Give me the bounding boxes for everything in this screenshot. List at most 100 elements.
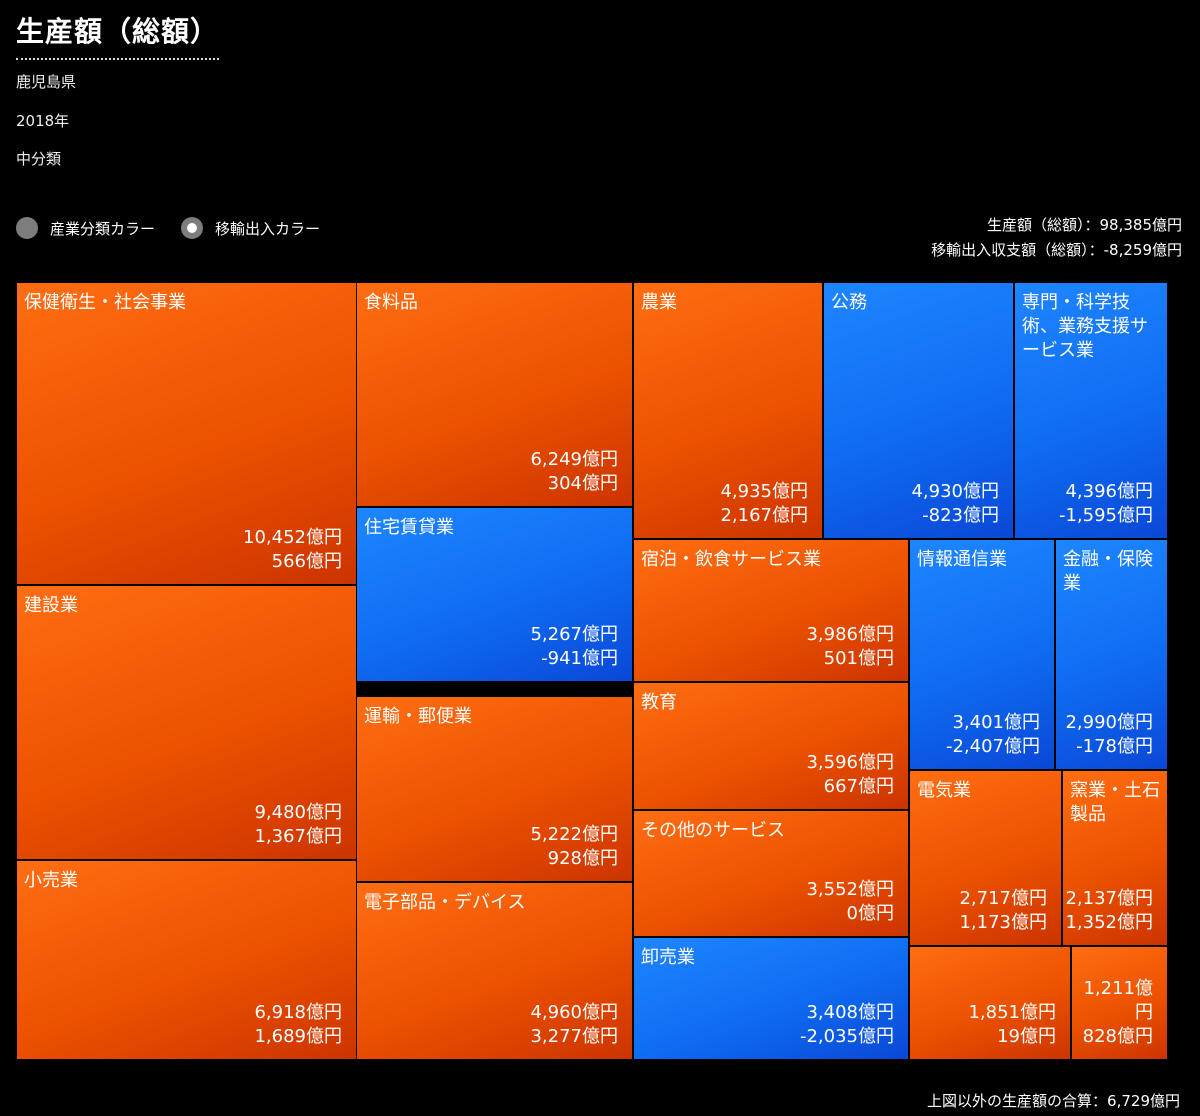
tile-production-value: 10,452億円 — [243, 527, 342, 548]
tile-values: 4,960億円 3,277億円 — [530, 1001, 618, 1049]
tile-values: 9,480億円 1,367億円 — [254, 801, 342, 849]
industry-color-label: 産業分類カラー — [50, 219, 156, 238]
treemap-tile[interactable]: 農業 4,935億円 2,167億円 — [633, 282, 823, 539]
tile-balance-value: -941億円 — [541, 648, 618, 669]
treemap-tile[interactable]: 教育 3,596億円 667億円 — [633, 682, 909, 810]
tile-label: 住宅賃貸業 — [364, 517, 454, 538]
tile-production-value: 6,918億円 — [254, 1002, 342, 1023]
tile-label: 運輸・郵便業 — [364, 706, 472, 727]
tile-balance-value: -2,407億円 — [945, 736, 1040, 757]
tile-label: 窯業・土石製品 — [1070, 780, 1160, 825]
color-mode-toggle: 産業分類カラー 移輸出入カラー — [16, 217, 346, 239]
tile-values: 5,222億円 928億円 — [530, 823, 618, 871]
trade-color-radio[interactable] — [181, 217, 204, 239]
tile-balance-value: 501億円 — [823, 648, 894, 669]
classification-label: 中分類 — [16, 150, 62, 168]
tile-production-value: 4,930億円 — [911, 481, 999, 502]
treemap-tile[interactable]: 住宅賃貸業 5,267億円 -941億円 — [356, 507, 633, 682]
industry-color-radio[interactable] — [16, 217, 38, 239]
tile-label: 電子部品・デバイス — [364, 892, 526, 913]
tile-values: 1,211億円 828億円 — [1072, 977, 1153, 1049]
trade-color-label: 移輸出入カラー — [215, 219, 321, 238]
tile-balance-value: 19億円 — [997, 1026, 1056, 1047]
tile-values: 6,918億円 1,689億円 — [254, 1001, 342, 1049]
treemap-tile[interactable]: 保健衛生・社会事業 10,452億円 566億円 — [16, 282, 357, 585]
treemap-tile[interactable]: 建設業 9,480億円 1,367億円 — [16, 585, 357, 860]
tile-production-value: 3,552億円 — [806, 879, 894, 900]
tile-production-value: 4,935億円 — [720, 481, 808, 502]
tile-label: 金融・保険業 — [1063, 549, 1153, 594]
treemap-tile[interactable]: 小売業 6,918億円 1,689億円 — [16, 860, 357, 1060]
tile-production-value: 2,990億円 — [1065, 712, 1153, 733]
tile-label: 教育 — [641, 692, 677, 713]
tile-values: 4,396億円 -1,595億円 — [1059, 480, 1153, 528]
tile-values: 3,986億円 501億円 — [806, 623, 894, 671]
tile-balance-value: 1,173億円 — [959, 912, 1047, 933]
tile-label: 食料品 — [364, 292, 418, 313]
treemap-tile[interactable]: 専門・科学技術、業務支援サービス業 4,396億円 -1,595億円 — [1014, 282, 1168, 539]
tile-values: 3,408億円 -2,035億円 — [800, 1001, 894, 1049]
tile-balance-value: 1,352億円 — [1065, 912, 1153, 933]
trade-color-option[interactable]: 移輸出入カラー — [181, 217, 320, 239]
tile-balance-value: -1,595億円 — [1058, 505, 1153, 526]
tile-label: その他のサービス — [641, 820, 785, 841]
tile-values: 1,851億円 19億円 — [968, 1001, 1056, 1049]
treemap-tile[interactable]: 電子部品・デバイス 4,960億円 3,277億円 — [356, 882, 633, 1060]
tile-values: 6,249億円 304億円 — [530, 448, 618, 496]
tile-label: 保健衛生・社会事業 — [24, 292, 186, 313]
tile-balance-value: -823億円 — [922, 505, 999, 526]
tile-production-value: 9,480億円 — [254, 802, 342, 823]
treemap-tile[interactable]: 情報通信業 3,401億円 -2,407億円 — [909, 539, 1055, 770]
tile-balance-value: 928億円 — [547, 848, 618, 869]
treemap-tile[interactable]: 宿泊・飲食サービス業 3,986億円 501億円 — [633, 539, 909, 682]
treemap-tile[interactable]: 1,211億円 828億円 — [1071, 946, 1168, 1060]
tile-values: 3,552億円 0億円 — [806, 878, 894, 926]
tile-balance-value: 2,167億円 — [720, 505, 808, 526]
tile-production-value: 4,396億円 — [1065, 481, 1153, 502]
total-production: 生産額（総額）：98,385億円 — [987, 216, 1182, 234]
tile-label: 農業 — [641, 292, 677, 313]
tile-values: 4,935億円 2,167億円 — [720, 480, 808, 528]
other-production-total: 上図以外の生産額の合算：6,729億円 — [927, 1092, 1180, 1110]
tile-production-value: 1,211億円 — [1083, 978, 1153, 1023]
tile-production-value: 4,960億円 — [530, 1002, 618, 1023]
tile-values: 3,596億円 667億円 — [806, 751, 894, 799]
tile-production-value: 2,137億円 — [1065, 888, 1153, 909]
tile-label: 電気業 — [917, 780, 971, 801]
tile-balance-value: 304億円 — [547, 473, 618, 494]
tile-label: 卸売業 — [641, 947, 695, 968]
tile-balance-value: 667億円 — [823, 776, 894, 797]
year-label: 2018年 — [16, 112, 70, 130]
treemap-tile[interactable]: 金融・保険業 2,990億円 -178億円 — [1055, 539, 1168, 770]
tile-production-value: 5,222億円 — [530, 824, 618, 845]
treemap-tile[interactable]: 窯業・土石製品 2,137億円 1,352億円 — [1062, 770, 1168, 946]
tile-balance-value: 1,367億円 — [254, 826, 342, 847]
prefecture-label: 鹿児島県 — [16, 73, 77, 91]
industry-color-option[interactable]: 産業分類カラー — [16, 217, 155, 239]
tile-production-value: 5,267億円 — [530, 624, 618, 645]
treemap-tile[interactable]: 公務 4,930億円 -823億円 — [823, 282, 1014, 539]
tile-balance-value: 0億円 — [846, 903, 894, 924]
tile-values: 2,137億円 1,352億円 — [1065, 887, 1153, 935]
tile-label: 公務 — [831, 292, 867, 313]
tile-production-value: 3,596億円 — [806, 752, 894, 773]
tile-values: 3,401億円 -2,407億円 — [946, 711, 1040, 759]
treemap-tile[interactable]: 1,851億円 19億円 — [909, 946, 1071, 1060]
tile-values: 10,452億円 566億円 — [243, 526, 342, 574]
treemap-tile[interactable]: 運輸・郵便業 5,222億円 928億円 — [356, 696, 633, 882]
tile-balance-value: -2,035億円 — [799, 1026, 894, 1047]
total-trade-balance: 移輸出入収支額（総額）：-8,259億円 — [931, 241, 1182, 259]
treemap-chart: 保健衛生・社会事業 10,452億円 566億円建設業 9,480億円 1,367億円小… — [16, 282, 1168, 1060]
tile-label: 建設業 — [24, 595, 78, 616]
treemap-tile[interactable]: 電気業 2,717億円 1,173億円 — [909, 770, 1062, 946]
treemap-tile[interactable]: 食料品 6,249億円 304億円 — [356, 282, 633, 507]
tile-production-value: 3,986億円 — [806, 624, 894, 645]
tile-balance-value: 828億円 — [1082, 1026, 1153, 1047]
tile-production-value: 3,408億円 — [806, 1002, 894, 1023]
tile-production-value: 1,851億円 — [968, 1002, 1056, 1023]
tile-production-value: 2,717億円 — [959, 888, 1047, 909]
treemap-tile[interactable]: その他のサービス 3,552億円 0億円 — [633, 810, 909, 937]
tile-balance-value: -178億円 — [1076, 736, 1153, 757]
treemap-tile[interactable]: 卸売業 3,408億円 -2,035億円 — [633, 937, 909, 1060]
tile-label: 宿泊・飲食サービス業 — [641, 549, 821, 570]
